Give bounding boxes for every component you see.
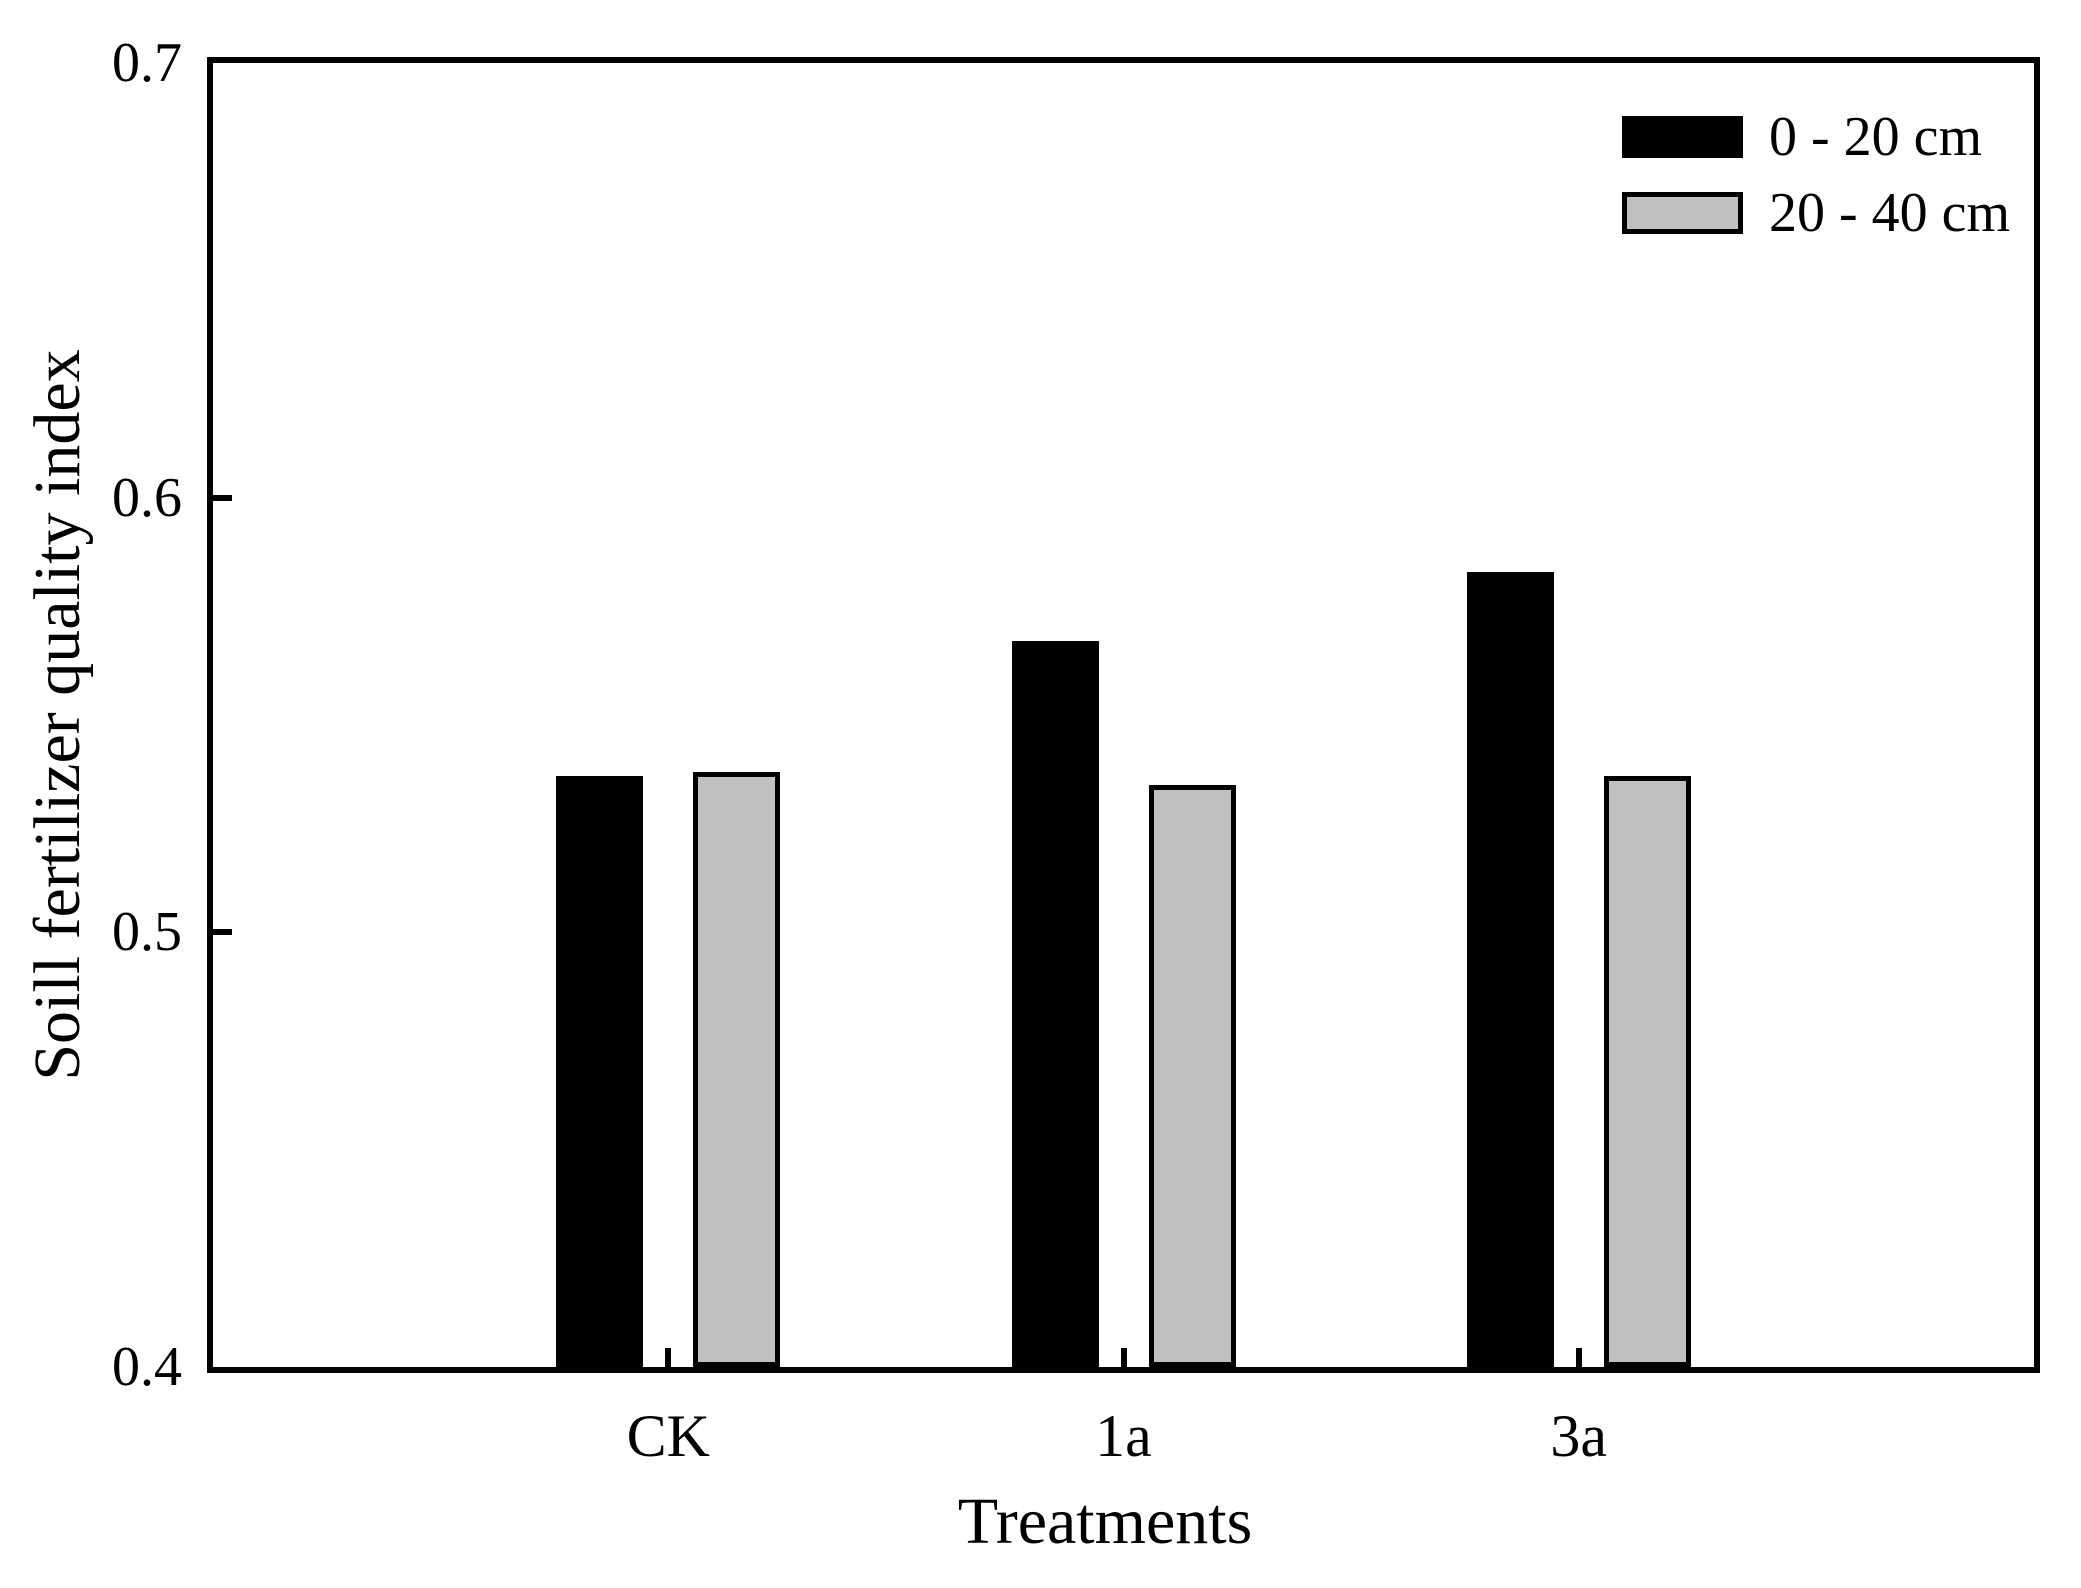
x-axis-tick <box>665 1348 672 1367</box>
y-tick-label: 0.4 <box>112 1336 182 1398</box>
x-axis-title: Treatments <box>957 1485 1253 1558</box>
bar-1a-series-1 <box>1148 785 1236 1367</box>
bar-3a-series-0 <box>1466 572 1554 1367</box>
legend-label: 20 - 40 cm <box>1769 182 2011 244</box>
plot-area <box>207 57 2040 1373</box>
y-tick-label: 0.7 <box>112 32 182 94</box>
legend-label: 0 - 20 cm <box>1769 106 1983 168</box>
y-tick-label: 0.5 <box>112 901 182 964</box>
legend: 0 - 20 cm 20 - 40 cm <box>1622 109 2010 241</box>
x-category-label: 1a <box>1095 1403 1152 1469</box>
legend-swatch-0 <box>1622 116 1743 158</box>
y-axis-tick <box>213 929 232 936</box>
legend-swatch-1 <box>1622 192 1743 234</box>
bar-1a-series-0 <box>1011 641 1099 1367</box>
y-axis-tick <box>213 494 232 501</box>
bar-CK-series-0 <box>556 776 644 1367</box>
x-axis-tick <box>1575 1348 1582 1367</box>
x-axis-tick <box>1120 1348 1127 1367</box>
x-category-label: CK <box>626 1403 710 1469</box>
legend-item: 0 - 20 cm <box>1622 109 2010 165</box>
bar-3a-series-1 <box>1603 776 1691 1367</box>
x-category-label: 3a <box>1550 1403 1608 1469</box>
bar-CK-series-1 <box>693 772 781 1367</box>
y-tick-label: 0.6 <box>112 466 182 529</box>
y-axis-title: Soill fertilizer quality index <box>21 349 94 1081</box>
legend-item: 20 - 40 cm <box>1622 185 2010 241</box>
